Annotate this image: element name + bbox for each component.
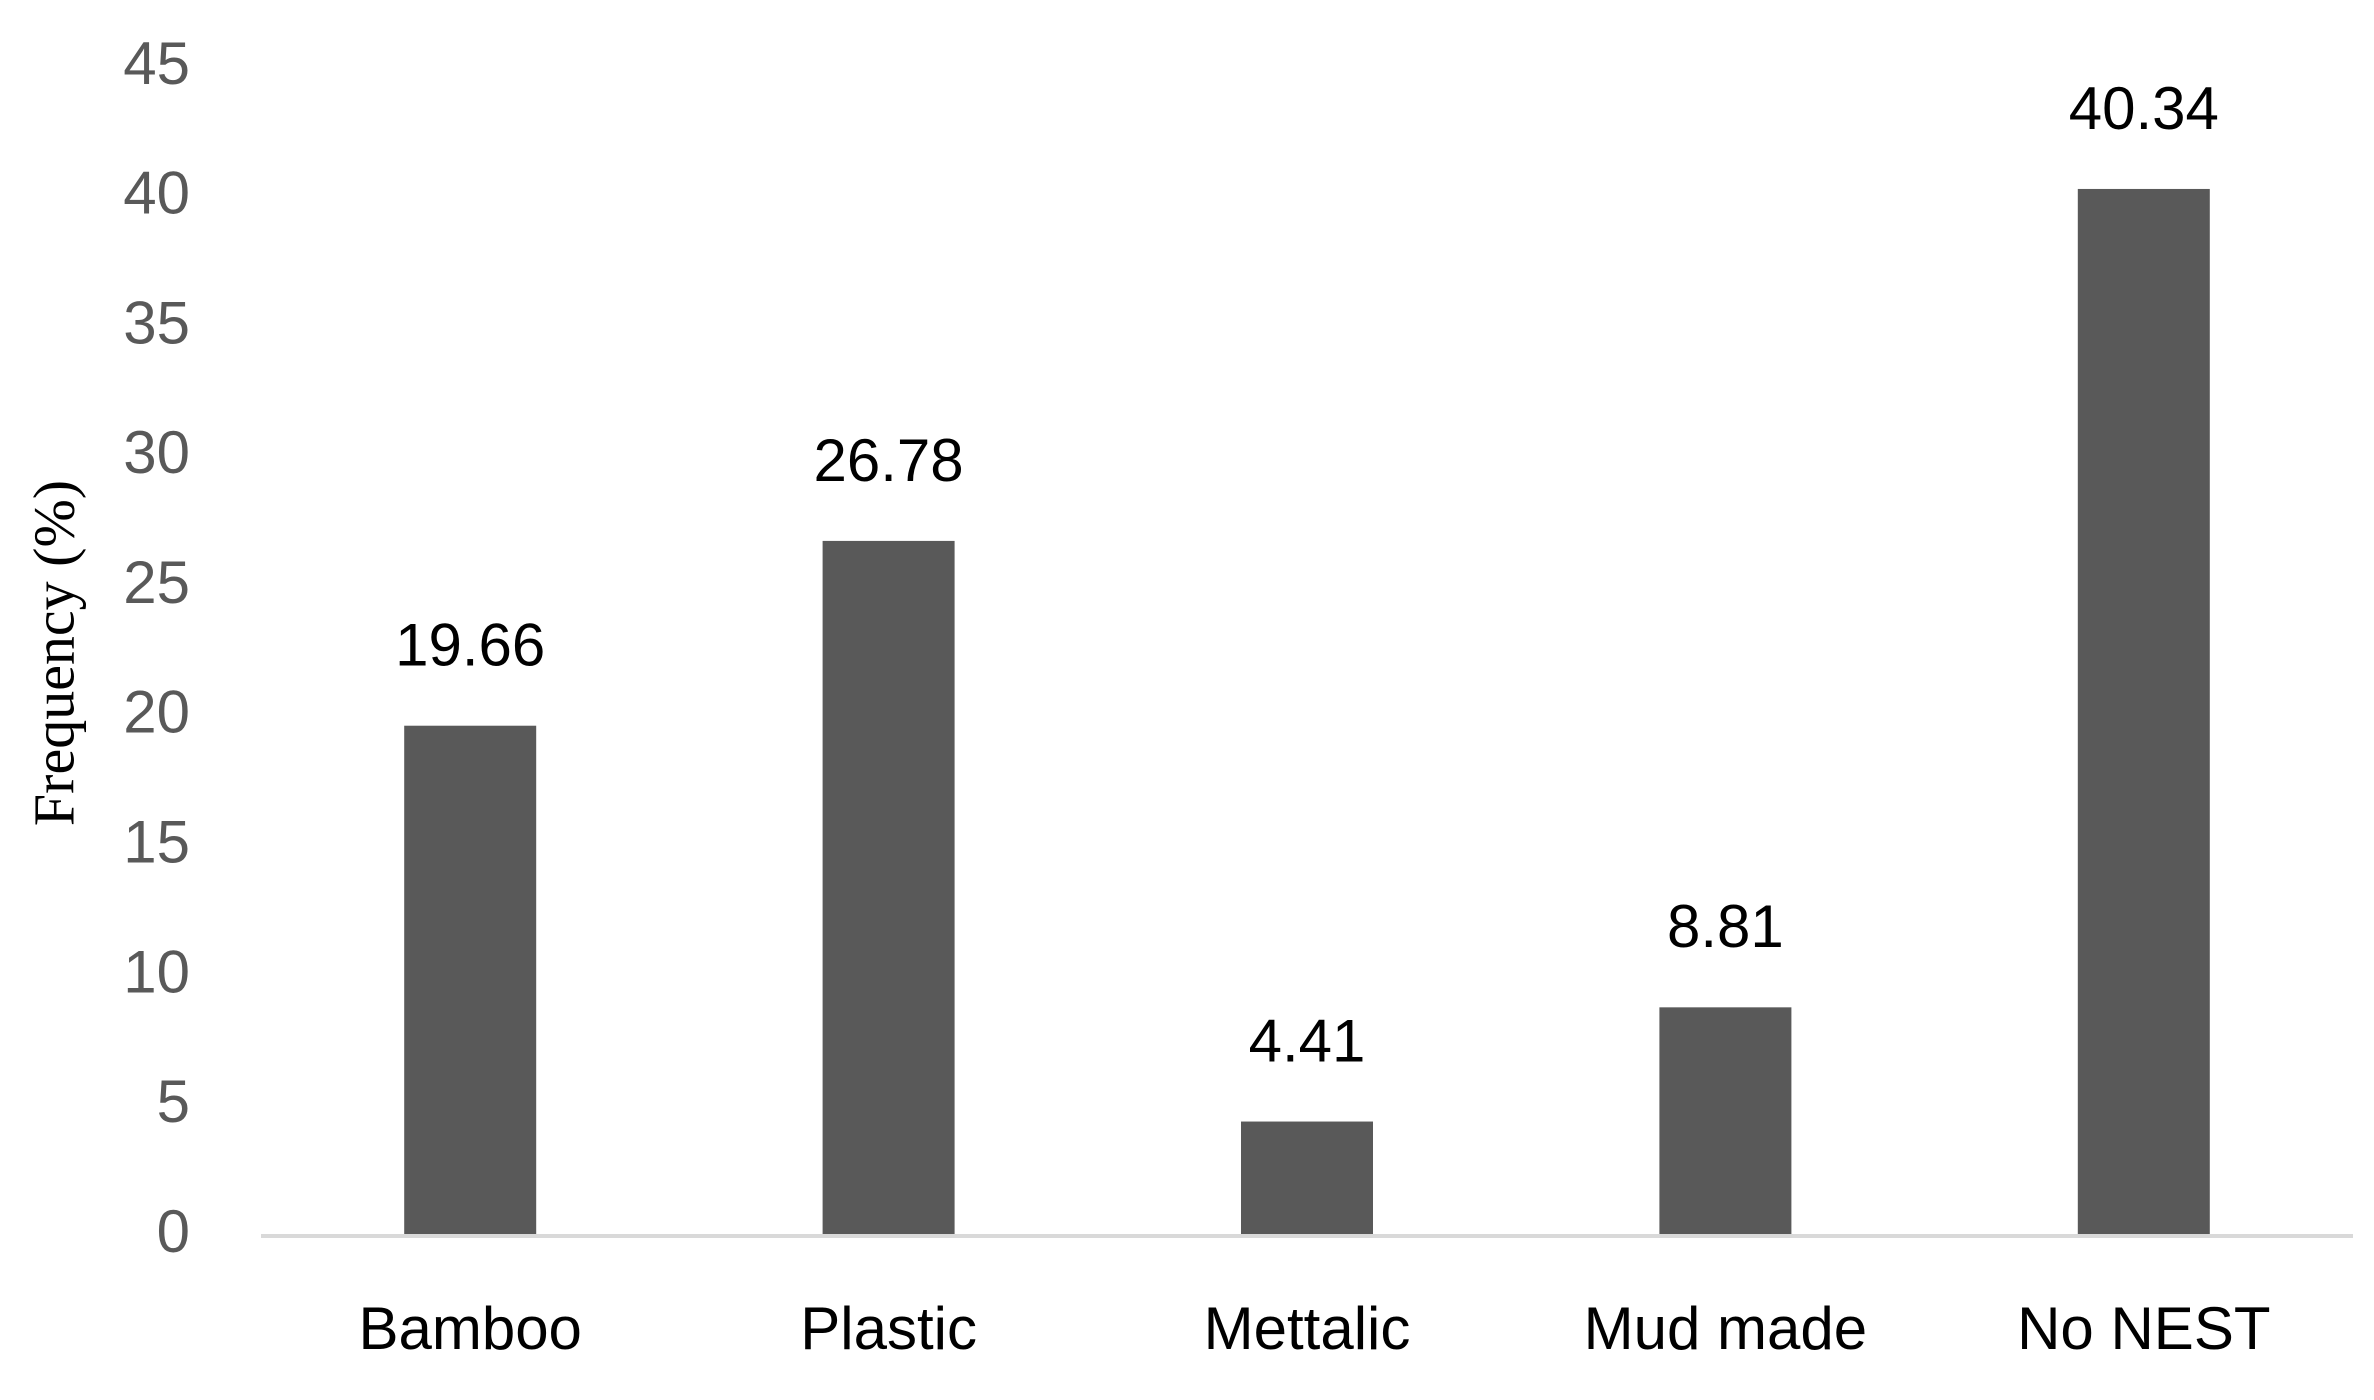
data-label: 26.78 (814, 427, 964, 494)
y-tick-label: 15 (123, 809, 190, 876)
x-tick-label: Plastic (800, 1295, 977, 1362)
x-tick-label: Mud made (1584, 1295, 1867, 1362)
bar (822, 540, 955, 1236)
y-tick-label: 10 (123, 938, 190, 1005)
bar (1241, 1121, 1373, 1236)
data-label: 40.34 (2069, 75, 2219, 142)
bar (404, 725, 537, 1236)
y-tick-label: 45 (123, 30, 190, 97)
x-tick-label: Bamboo (358, 1295, 581, 1362)
y-tick-label: 40 (123, 160, 190, 227)
y-tick-label: 0 (157, 1198, 190, 1265)
y-tick-label: 5 (157, 1068, 190, 1135)
y-axis-title: Frequency (%) (21, 480, 86, 826)
x-tick-label: Mettalic (1204, 1295, 1411, 1362)
data-label: 19.66 (395, 612, 545, 679)
y-tick-label: 35 (123, 289, 190, 356)
bar (1659, 1007, 1792, 1236)
data-label: 4.41 (1249, 1007, 1366, 1074)
y-tick-label: 25 (123, 549, 190, 616)
y-tick-label: 30 (123, 419, 190, 486)
data-label: 8.81 (1667, 893, 1784, 960)
x-tick-label: No NEST (2017, 1295, 2270, 1362)
bar (2077, 188, 2210, 1237)
y-tick-label: 20 (123, 679, 190, 746)
